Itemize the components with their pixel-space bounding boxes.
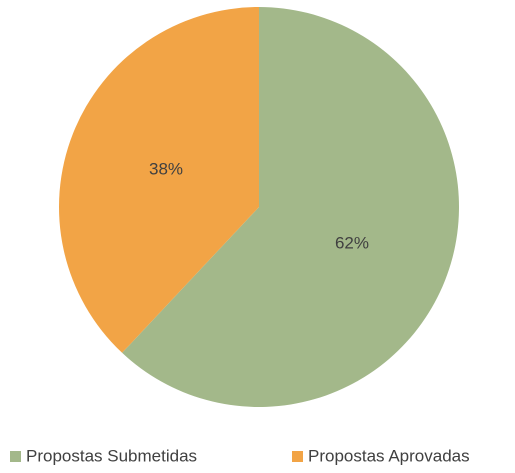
legend-label: Propostas Submetidas xyxy=(26,446,197,465)
data-label: 38% xyxy=(149,160,183,179)
data-label: 62% xyxy=(335,233,369,252)
legend-swatch xyxy=(10,451,21,462)
legend-swatch xyxy=(292,451,303,462)
pie-slice xyxy=(122,7,459,408)
legend-label: Propostas Aprovadas xyxy=(308,446,470,465)
pie-slice xyxy=(59,6,259,353)
